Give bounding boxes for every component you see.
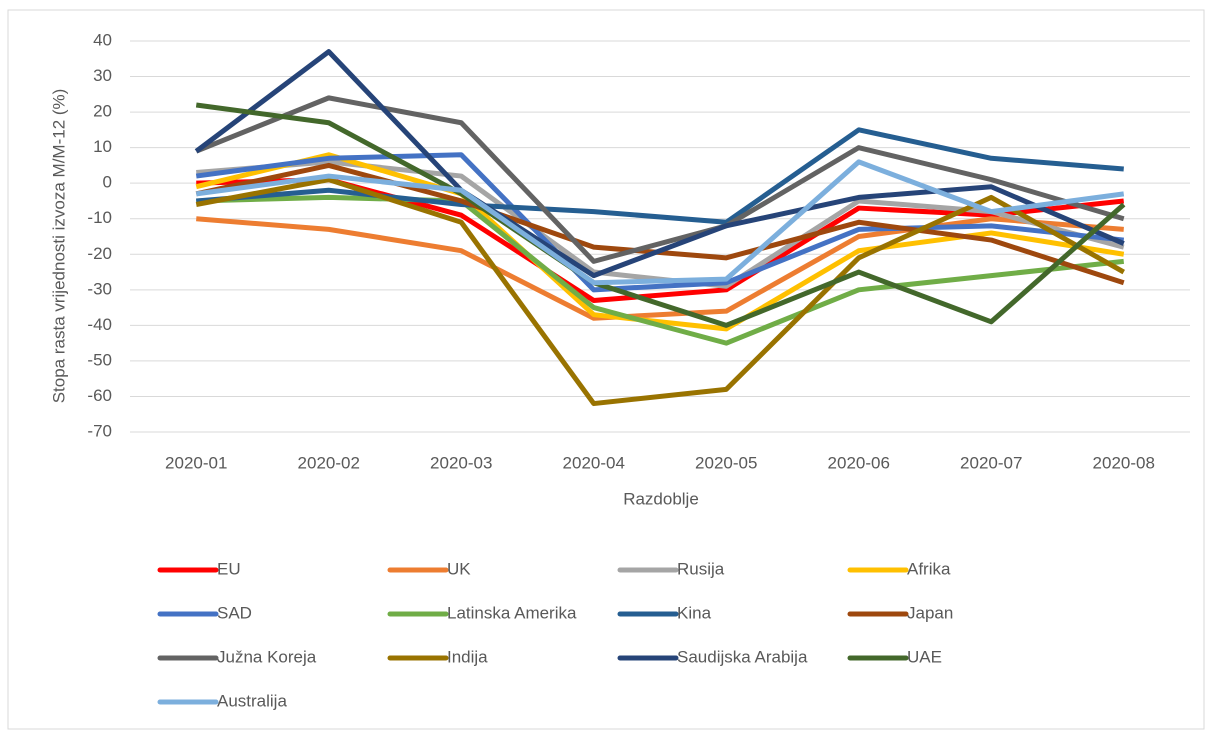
series-line bbox=[195, 159, 1125, 286]
series-line bbox=[194, 49, 1125, 279]
x-tick-label: 2020-07 bbox=[960, 453, 1022, 472]
y-tick-label: -30 bbox=[87, 279, 112, 298]
legend-label: Japan bbox=[907, 603, 953, 622]
y-tick-label: 40 bbox=[93, 30, 112, 49]
y-tick-label: -50 bbox=[87, 350, 112, 369]
legend-label: Australija bbox=[217, 691, 287, 710]
series-line bbox=[195, 152, 1125, 293]
y-tick-label: 0 bbox=[103, 173, 112, 192]
y-tick-label: -20 bbox=[87, 244, 112, 263]
x-tick-label: 2020-08 bbox=[1093, 453, 1155, 472]
y-tick-label: -70 bbox=[87, 421, 112, 440]
legend-label: Latinska Amerika bbox=[447, 603, 577, 622]
series-line bbox=[195, 95, 1125, 264]
y-tick-label: 30 bbox=[93, 66, 112, 85]
x-tick-label: 2020-04 bbox=[563, 453, 625, 472]
x-tick-label: 2020-05 bbox=[695, 453, 757, 472]
y-tick-label: -10 bbox=[87, 208, 112, 227]
series-line bbox=[196, 127, 1124, 225]
legend-label: UAE bbox=[907, 647, 942, 666]
x-axis-label: Razdoblje bbox=[623, 489, 699, 508]
x-tick-label: 2020-01 bbox=[165, 453, 227, 472]
x-tick-label: 2020-06 bbox=[828, 453, 890, 472]
y-tick-label: -60 bbox=[87, 386, 112, 405]
legend-label: Rusija bbox=[677, 559, 725, 578]
series-line bbox=[196, 216, 1124, 321]
series-line bbox=[195, 102, 1126, 328]
x-tick-label: 2020-02 bbox=[298, 453, 360, 472]
series-line bbox=[196, 194, 1125, 346]
legend-label: Saudijska Arabija bbox=[677, 647, 808, 666]
chart-frame bbox=[7, 9, 1205, 730]
y-axis-label: Stopa rasta vrijednosti izvoza M/M-12 (%… bbox=[49, 89, 68, 404]
series-line bbox=[195, 177, 1125, 407]
legend-label: Afrika bbox=[907, 559, 951, 578]
legend-label: Južna Koreja bbox=[217, 647, 317, 666]
legend-label: Indija bbox=[447, 647, 488, 666]
legend-label: Kina bbox=[677, 603, 712, 622]
y-tick-label: 10 bbox=[93, 137, 112, 156]
legend-label: UK bbox=[447, 559, 471, 578]
legend-label: EU bbox=[217, 559, 241, 578]
y-tick-label: -40 bbox=[87, 315, 112, 334]
legend-label: SAD bbox=[217, 603, 252, 622]
x-tick-label: 2020-03 bbox=[430, 453, 492, 472]
y-tick-label: 20 bbox=[93, 102, 112, 121]
